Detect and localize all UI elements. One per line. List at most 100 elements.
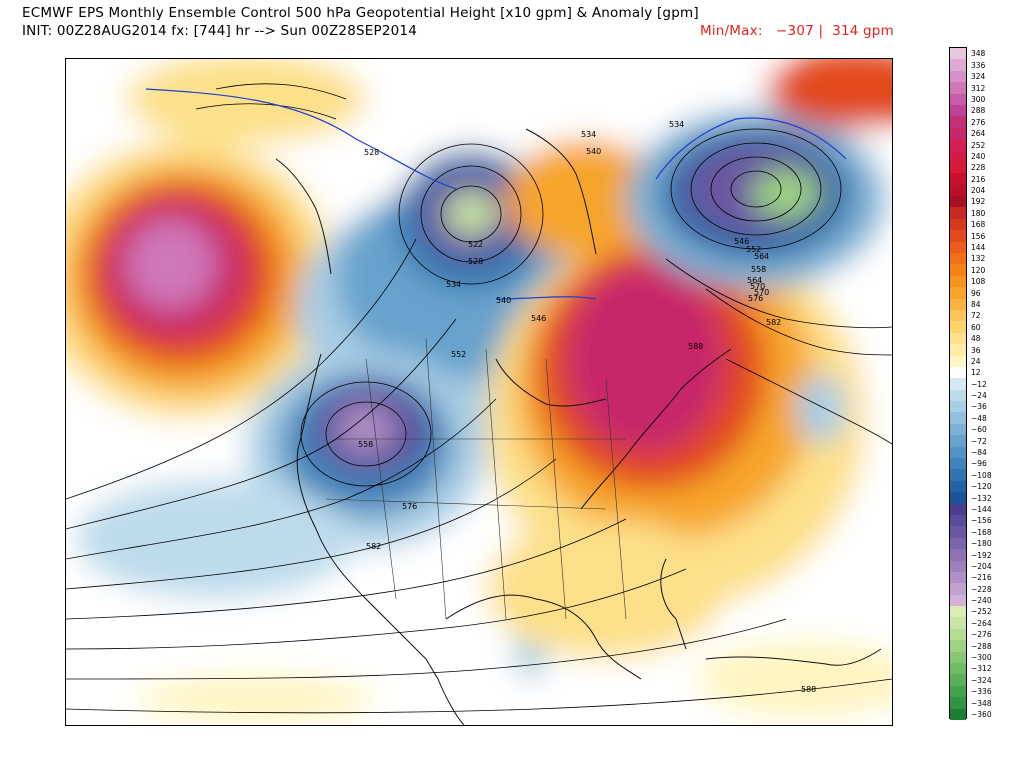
contour-label: 528 bbox=[468, 257, 483, 266]
colorbar-tick-label: 72 bbox=[971, 311, 981, 321]
contour-label: 570 bbox=[750, 282, 765, 291]
colorbar-tick-label: −12 bbox=[971, 379, 987, 389]
colorbar-cell bbox=[950, 218, 966, 231]
height-contours bbox=[66, 83, 892, 714]
colorbar-cell bbox=[950, 401, 966, 413]
contour-label: 558 bbox=[358, 440, 373, 449]
colorbar-tick-label: 156 bbox=[971, 231, 986, 241]
colorbar-cell bbox=[950, 606, 966, 618]
contour-label: 588 bbox=[801, 685, 816, 694]
colorbar-tick-label: 12 bbox=[971, 368, 981, 378]
contour-label: 534 bbox=[581, 130, 596, 139]
anomaly-map: 528 522 528 534 540 546 534 540 552 558 … bbox=[65, 58, 893, 726]
contour-label: 552 bbox=[746, 245, 761, 254]
init-forecast-line: INIT: 00Z28AUG2014 fx: [744] hr --> Sun … bbox=[22, 23, 417, 39]
contour-label: 582 bbox=[766, 318, 781, 327]
colorbar-tick-label: 276 bbox=[971, 117, 986, 127]
colorbar-cell bbox=[950, 93, 966, 106]
colorbar-cell bbox=[950, 435, 966, 448]
colorbar-cell bbox=[950, 82, 966, 95]
colorbar-cell bbox=[950, 412, 966, 425]
contour-label: 552 bbox=[451, 350, 466, 359]
colorbar-cell bbox=[950, 628, 966, 641]
colorbar-cell bbox=[950, 196, 966, 208]
colorbar-tick-label: −156 bbox=[971, 516, 992, 526]
colorbar-tick-label: 288 bbox=[971, 106, 986, 116]
contour-label: 522 bbox=[468, 240, 483, 249]
colorbar-cell bbox=[950, 355, 966, 368]
colorbar-cell bbox=[950, 298, 966, 311]
colorbar-cell bbox=[950, 184, 966, 197]
colorbar-cell bbox=[950, 127, 966, 140]
colorbar-tick-label: −312 bbox=[971, 664, 992, 674]
colorbar-tick-label: −72 bbox=[971, 436, 987, 446]
colorbar-cell bbox=[950, 526, 966, 539]
colorbar-cell bbox=[950, 617, 966, 630]
contour-label: 564 bbox=[747, 276, 762, 285]
colorbar-tick-label: −240 bbox=[971, 596, 992, 606]
colorbar-tick-label: −228 bbox=[971, 584, 992, 594]
colorbar-tick-label: 48 bbox=[971, 334, 981, 344]
min-max-label: Min/Max: bbox=[700, 23, 763, 39]
colorbar-tick-label: −36 bbox=[971, 402, 987, 412]
colorbar-tick-label: −204 bbox=[971, 561, 992, 571]
colorbar-cell bbox=[950, 480, 966, 493]
colorbar-cell bbox=[950, 651, 966, 664]
colorbar-cell bbox=[950, 640, 966, 653]
colorbar-tick-label: −336 bbox=[971, 687, 992, 697]
colorbar-cell bbox=[950, 674, 966, 687]
max-value: 314 gpm bbox=[832, 23, 894, 39]
contour-label: 540 bbox=[586, 147, 601, 156]
colorbar-cell bbox=[950, 264, 966, 277]
colorbar-cell bbox=[950, 697, 966, 710]
colorbar-tick-label: 216 bbox=[971, 174, 986, 184]
contour-label: 582 bbox=[366, 542, 381, 551]
colorbar-cell bbox=[950, 116, 966, 129]
colorbar-cell bbox=[950, 560, 966, 573]
colorbar-cell bbox=[950, 571, 966, 584]
contour-label: 534 bbox=[669, 120, 684, 129]
colorbar-tick-label: 240 bbox=[971, 151, 986, 161]
colorbar-cell bbox=[950, 48, 966, 60]
colorbar-tick-label: 192 bbox=[971, 197, 986, 207]
colorbar-cell bbox=[950, 139, 966, 151]
colorbar-tick-label: 180 bbox=[971, 208, 986, 218]
colorbar-tick-label: 84 bbox=[971, 299, 981, 309]
colorbar-tick-label: −108 bbox=[971, 470, 992, 480]
colorbar-tick-label: 96 bbox=[971, 288, 981, 298]
colorbar-cell bbox=[950, 583, 966, 596]
contour-label: 540 bbox=[496, 296, 511, 305]
colorbar-cell bbox=[950, 708, 966, 721]
colorbar-cell bbox=[950, 70, 966, 83]
colorbar-cell bbox=[950, 332, 966, 345]
colorbar-tick-label: −276 bbox=[971, 630, 992, 640]
contour-label: 528 bbox=[364, 148, 379, 157]
colorbar-tick-label: −48 bbox=[971, 413, 987, 423]
colorbar-cell bbox=[950, 594, 966, 607]
colorbar-cell bbox=[950, 537, 966, 550]
colorbar-tick-label: −360 bbox=[971, 710, 992, 719]
colorbar-tick-label: −24 bbox=[971, 391, 987, 401]
colorbar-tick-label: −144 bbox=[971, 504, 992, 514]
colorbar-cell bbox=[950, 287, 966, 300]
coastlines bbox=[275, 128, 882, 725]
colorbar-tick-label: −96 bbox=[971, 459, 987, 469]
colorbar-cell bbox=[950, 275, 966, 288]
min-max-separator: | bbox=[818, 23, 824, 39]
colorbar-cell bbox=[950, 492, 966, 505]
colorbar-cell bbox=[950, 161, 966, 174]
colorbar-cell bbox=[950, 173, 966, 186]
colorbar-tick-label: 300 bbox=[971, 94, 986, 104]
colorbar-cell bbox=[950, 366, 966, 379]
political-borders bbox=[325, 338, 627, 620]
reference-contour bbox=[145, 88, 847, 300]
colorbar-cell bbox=[950, 514, 966, 527]
colorbar-cell bbox=[950, 207, 966, 220]
colorbar-cell bbox=[950, 104, 966, 117]
colorbar-cell bbox=[950, 321, 966, 334]
colorbar-tick-label: −168 bbox=[971, 527, 992, 537]
colorbar-tick-label: 60 bbox=[971, 322, 981, 332]
colorbar-tick-label: −120 bbox=[971, 482, 992, 492]
colorbar-tick-label: −300 bbox=[971, 653, 992, 663]
min-value: −307 bbox=[776, 23, 814, 39]
